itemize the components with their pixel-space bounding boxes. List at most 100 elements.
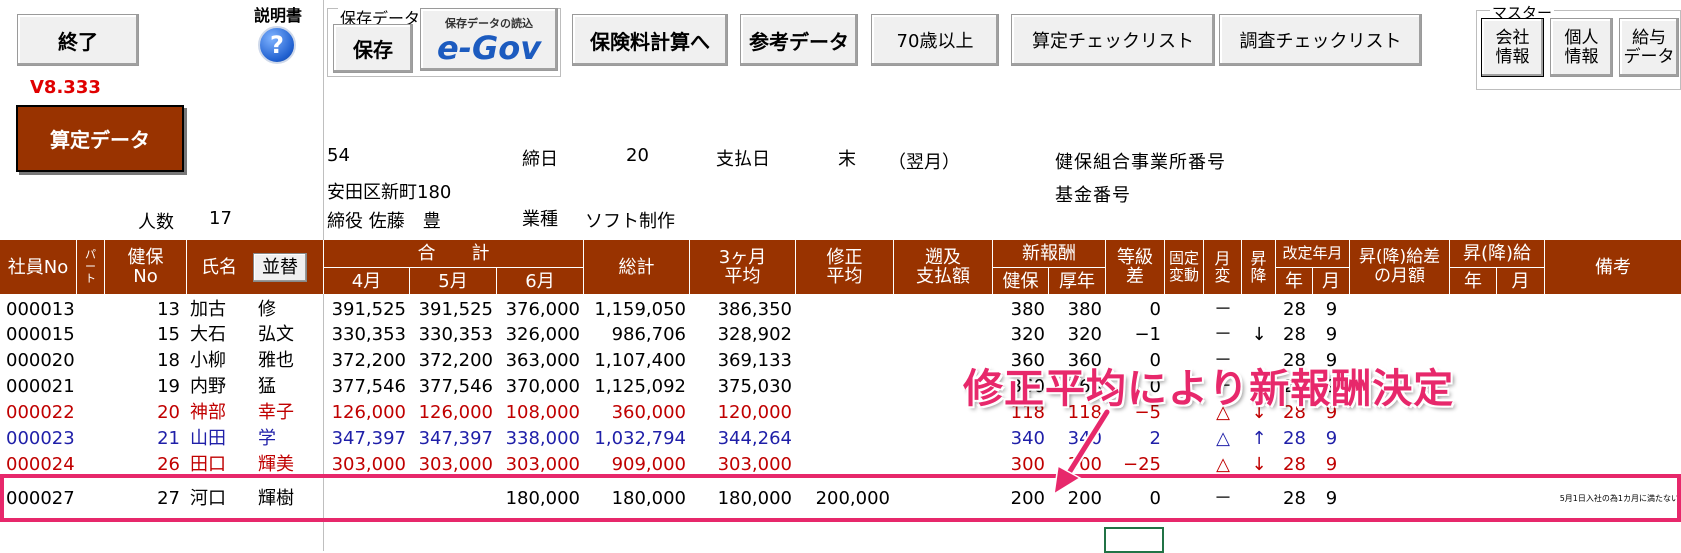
cell-corrected-avg <box>796 297 890 323</box>
cell-new-kenpo: 360 <box>1010 350 1045 371</box>
company-info-button[interactable]: 会社 情報 <box>1481 18 1544 77</box>
cell-given-name: 幸子 <box>258 402 294 423</box>
cell-avg3: 120,000 <box>717 402 792 423</box>
col-rev-year: 年 <box>1276 267 1313 294</box>
cell-given-name: 輝樹 <box>258 488 294 509</box>
cell-avg3: 386,350 <box>717 299 792 320</box>
table-row[interactable]: 000013 13 加古 修 391,525 391,525 376,000 1,159,05… <box>0 297 1681 323</box>
col-apr: 4月 <box>324 267 410 294</box>
pay-day-label: 支払日 <box>716 149 770 170</box>
table-row[interactable]: 000024 26 田口 輝美 303,000 303,000 303,000 909,000… <box>0 452 1681 478</box>
cell-avg3: 344,264 <box>717 428 792 449</box>
cell-given-name: 輝美 <box>258 454 294 475</box>
cell-sum: 1,125,092 <box>594 376 686 397</box>
cell-emp-no: 000024 <box>6 454 75 475</box>
cell-avg3: 375,030 <box>717 376 792 397</box>
cell-monthly-change: － <box>1214 350 1232 371</box>
santei-checklist-button[interactable]: 算定チェックリスト <box>1011 14 1215 66</box>
cell-sum: 360,000 <box>611 402 686 423</box>
cell-monthly-change: △ <box>1216 428 1230 449</box>
table-row[interactable]: 000022 20 神部 幸子 126,000 126,000 108,000 360,000… <box>0 400 1681 426</box>
cell-sum: 1,107,400 <box>594 350 686 371</box>
cell-remarks <box>1545 348 1679 374</box>
cell-grade-diff: 0 <box>1149 299 1161 320</box>
table-row[interactable]: 000015 15 大石 弘文 330,353 330,353 326,000 986,706… <box>0 322 1681 348</box>
cell-updown: ↑ <box>1251 428 1267 449</box>
cell-rev-month: 9 <box>1325 488 1338 509</box>
col-new-kenpo: 健保 <box>993 267 1049 294</box>
kenpo-office-number-label: 健保組合事業所番号 <box>1055 152 1226 173</box>
cell-updown: ↓ <box>1251 324 1267 345</box>
col-part: パ ー ト <box>77 240 105 294</box>
cell-rev-year: 28 <box>1283 488 1306 509</box>
reference-data-button[interactable]: 参考データ <box>740 14 858 66</box>
cell-corrected-avg: 200,000 <box>815 488 890 509</box>
cell-sum: 1,159,050 <box>594 299 686 320</box>
selected-cell[interactable] <box>1104 527 1164 553</box>
cell-sum: 1,032,794 <box>594 428 686 449</box>
cell-rev-year: 28 <box>1283 376 1306 397</box>
cell-kenpo-no: 18 <box>157 350 180 371</box>
col-corrected-avg: 修正 平均 <box>796 240 894 294</box>
cell-new-kosei: 380 <box>1067 299 1102 320</box>
table-row[interactable]: 000021 19 内野 猛 377,546 377,546 370,000 1,125,09… <box>0 374 1681 400</box>
cell-given-name: 学 <box>258 428 276 449</box>
cell-surname: 神部 <box>190 402 226 423</box>
survey-checklist-button[interactable]: 調査チェックリスト <box>1219 14 1422 66</box>
cell-corrected-avg <box>796 348 890 374</box>
help-icon[interactable]: ? <box>258 26 296 64</box>
santei-data-button[interactable]: 算定データ <box>16 105 184 172</box>
sort-button[interactable]: 並替 <box>253 252 307 282</box>
cell-avg3: 180,000 <box>717 488 792 509</box>
cell-new-kenpo: 380 <box>1010 299 1045 320</box>
cell-rev-year: 28 <box>1283 454 1306 475</box>
cell-apr: 391,525 <box>331 299 406 320</box>
cell-kenpo-no: 26 <box>157 454 180 475</box>
over70-button[interactable]: 70歳以上 <box>871 14 999 66</box>
table-row[interactable]: 000027 27 河口 輝樹 180,000 180,000 180,000 200,000… <box>0 486 1681 512</box>
cell-kenpo-no: 27 <box>157 488 180 509</box>
employee-count: 17 <box>209 208 232 229</box>
col-retro-payment: 遡及 支払額 <box>894 240 993 294</box>
personal-info-button[interactable]: 個人 情報 <box>1550 18 1613 77</box>
cell-may: 303,000 <box>418 454 493 475</box>
cell-rev-month: 9 <box>1325 402 1338 423</box>
cell-emp-no: 000013 <box>6 299 75 320</box>
cell-new-kosei: 320 <box>1067 324 1102 345</box>
egov-load-button[interactable]: 保存データの読込 e-Gov <box>420 8 558 71</box>
cell-sum: 986,706 <box>611 324 686 345</box>
cell-monthly-change: － <box>1214 324 1232 345</box>
cell-jun: 108,000 <box>505 402 580 423</box>
cell-kenpo-no: 21 <box>157 428 180 449</box>
cell-grade-diff: −25 <box>1123 454 1161 475</box>
table-row[interactable]: 000020 18 小柳 雅也 372,200 372,200 363,000 1,107,4… <box>0 348 1681 374</box>
premium-calc-button[interactable]: 保険料計算へ <box>572 14 728 66</box>
col-monthly-change: 月 変 <box>1204 240 1242 294</box>
cell-new-kosei: 360 <box>1067 376 1102 397</box>
cell-rev-month: 9 <box>1325 428 1338 449</box>
cell-emp-no: 000022 <box>6 402 75 423</box>
cell-fixed-change <box>1165 426 1204 452</box>
table-row[interactable]: 000023 21 山田 学 347,397 347,397 338,000 1,032,79… <box>0 426 1681 452</box>
save-button[interactable]: 保存 <box>333 24 413 73</box>
cell-rev-month: 9 <box>1325 454 1338 475</box>
cell-avg3: 328,902 <box>717 324 792 345</box>
cell-new-kosei: 340 <box>1067 428 1102 449</box>
cell-surname: 内野 <box>190 376 226 397</box>
cell-rev-year: 28 <box>1283 324 1306 345</box>
exit-button[interactable]: 終了 <box>17 14 139 66</box>
version-label: V8.333 <box>30 77 101 98</box>
cell-rev-month: 9 <box>1325 299 1338 320</box>
cell-surname: 山田 <box>190 428 226 449</box>
col-rev-month: 月 <box>1313 267 1350 294</box>
cell-updown: ↓ <box>1251 454 1267 475</box>
cell-grade-diff: 0 <box>1149 488 1161 509</box>
cell-surname: 加古 <box>190 299 226 320</box>
cell-given-name: 修 <box>258 299 276 320</box>
cell-corrected-avg <box>796 426 890 452</box>
cell-rev-year: 28 <box>1283 350 1306 371</box>
cell-remarks: 5月1日入社の為1カ月に満たない <box>1559 494 1679 503</box>
cell-emp-no: 000020 <box>6 350 75 371</box>
col-kenpo-no: 健保 No <box>105 240 187 294</box>
salary-data-button[interactable]: 給与 データ <box>1619 18 1679 77</box>
